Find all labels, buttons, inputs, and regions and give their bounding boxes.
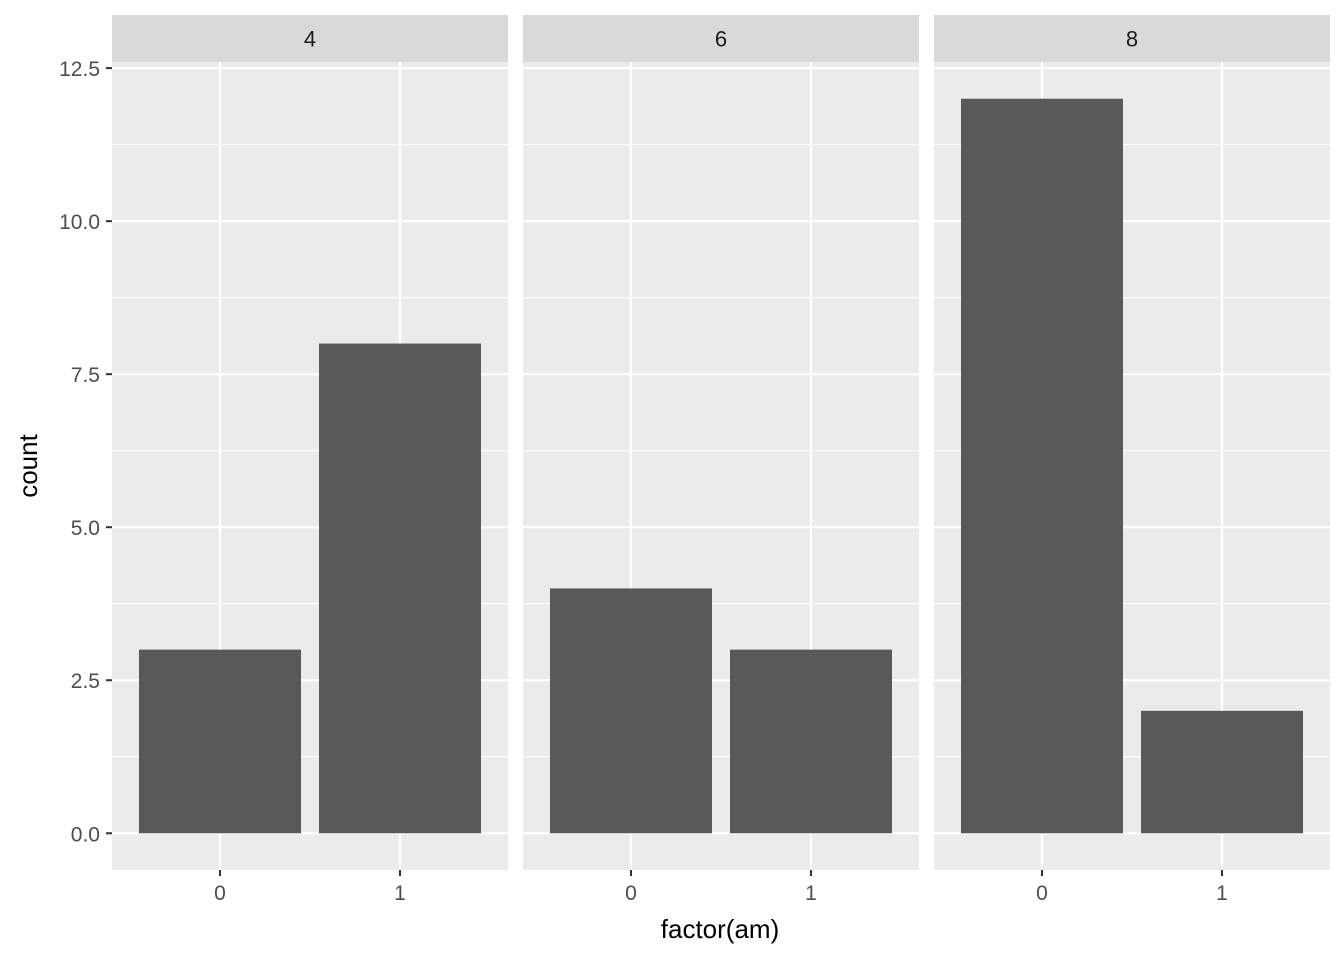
bar-8-1 (1141, 710, 1303, 834)
bar-6-1 (730, 649, 892, 834)
facet-panels: 4 0 1 6 0 1 8 0 1 (112, 15, 1330, 905)
facet-panel-6: 6 0 1 (523, 15, 919, 905)
x-tick-label: 0 (214, 882, 226, 905)
x-tick-label: 0 (625, 882, 637, 905)
x-tick-label: 1 (394, 882, 406, 905)
y-tick-label: 0.0 (71, 823, 100, 846)
x-tick-label: 0 (1036, 882, 1048, 905)
bar-4-1 (319, 343, 481, 834)
y-tick-label: 10.0 (59, 211, 100, 234)
facet-strip-label: 6 (715, 27, 727, 52)
x-tick-label: 1 (1216, 882, 1228, 905)
y-tick-label: 7.5 (71, 364, 100, 387)
bar-8-0 (961, 98, 1123, 834)
y-axis: 0.0 2.5 5.0 7.5 10.0 12.5 (59, 58, 112, 846)
x-axis-title: factor(am) (661, 914, 779, 944)
y-axis-title: count (13, 433, 43, 497)
facet-strip-label: 4 (304, 27, 316, 52)
bar-4-0 (139, 649, 301, 834)
facet-strip (112, 15, 508, 62)
facet-panel-4: 4 0 1 (112, 15, 508, 905)
facet-panel-8: 8 0 1 (934, 15, 1330, 905)
facet-strip (934, 15, 1330, 62)
facet-strip-label: 8 (1126, 27, 1138, 52)
y-tick-label: 12.5 (59, 58, 100, 81)
x-tick-label: 1 (805, 882, 817, 905)
facet-strip (523, 15, 919, 62)
y-tick-label: 5.0 (71, 517, 100, 540)
bar-6-0 (550, 588, 712, 834)
y-tick-label: 2.5 (71, 670, 100, 693)
